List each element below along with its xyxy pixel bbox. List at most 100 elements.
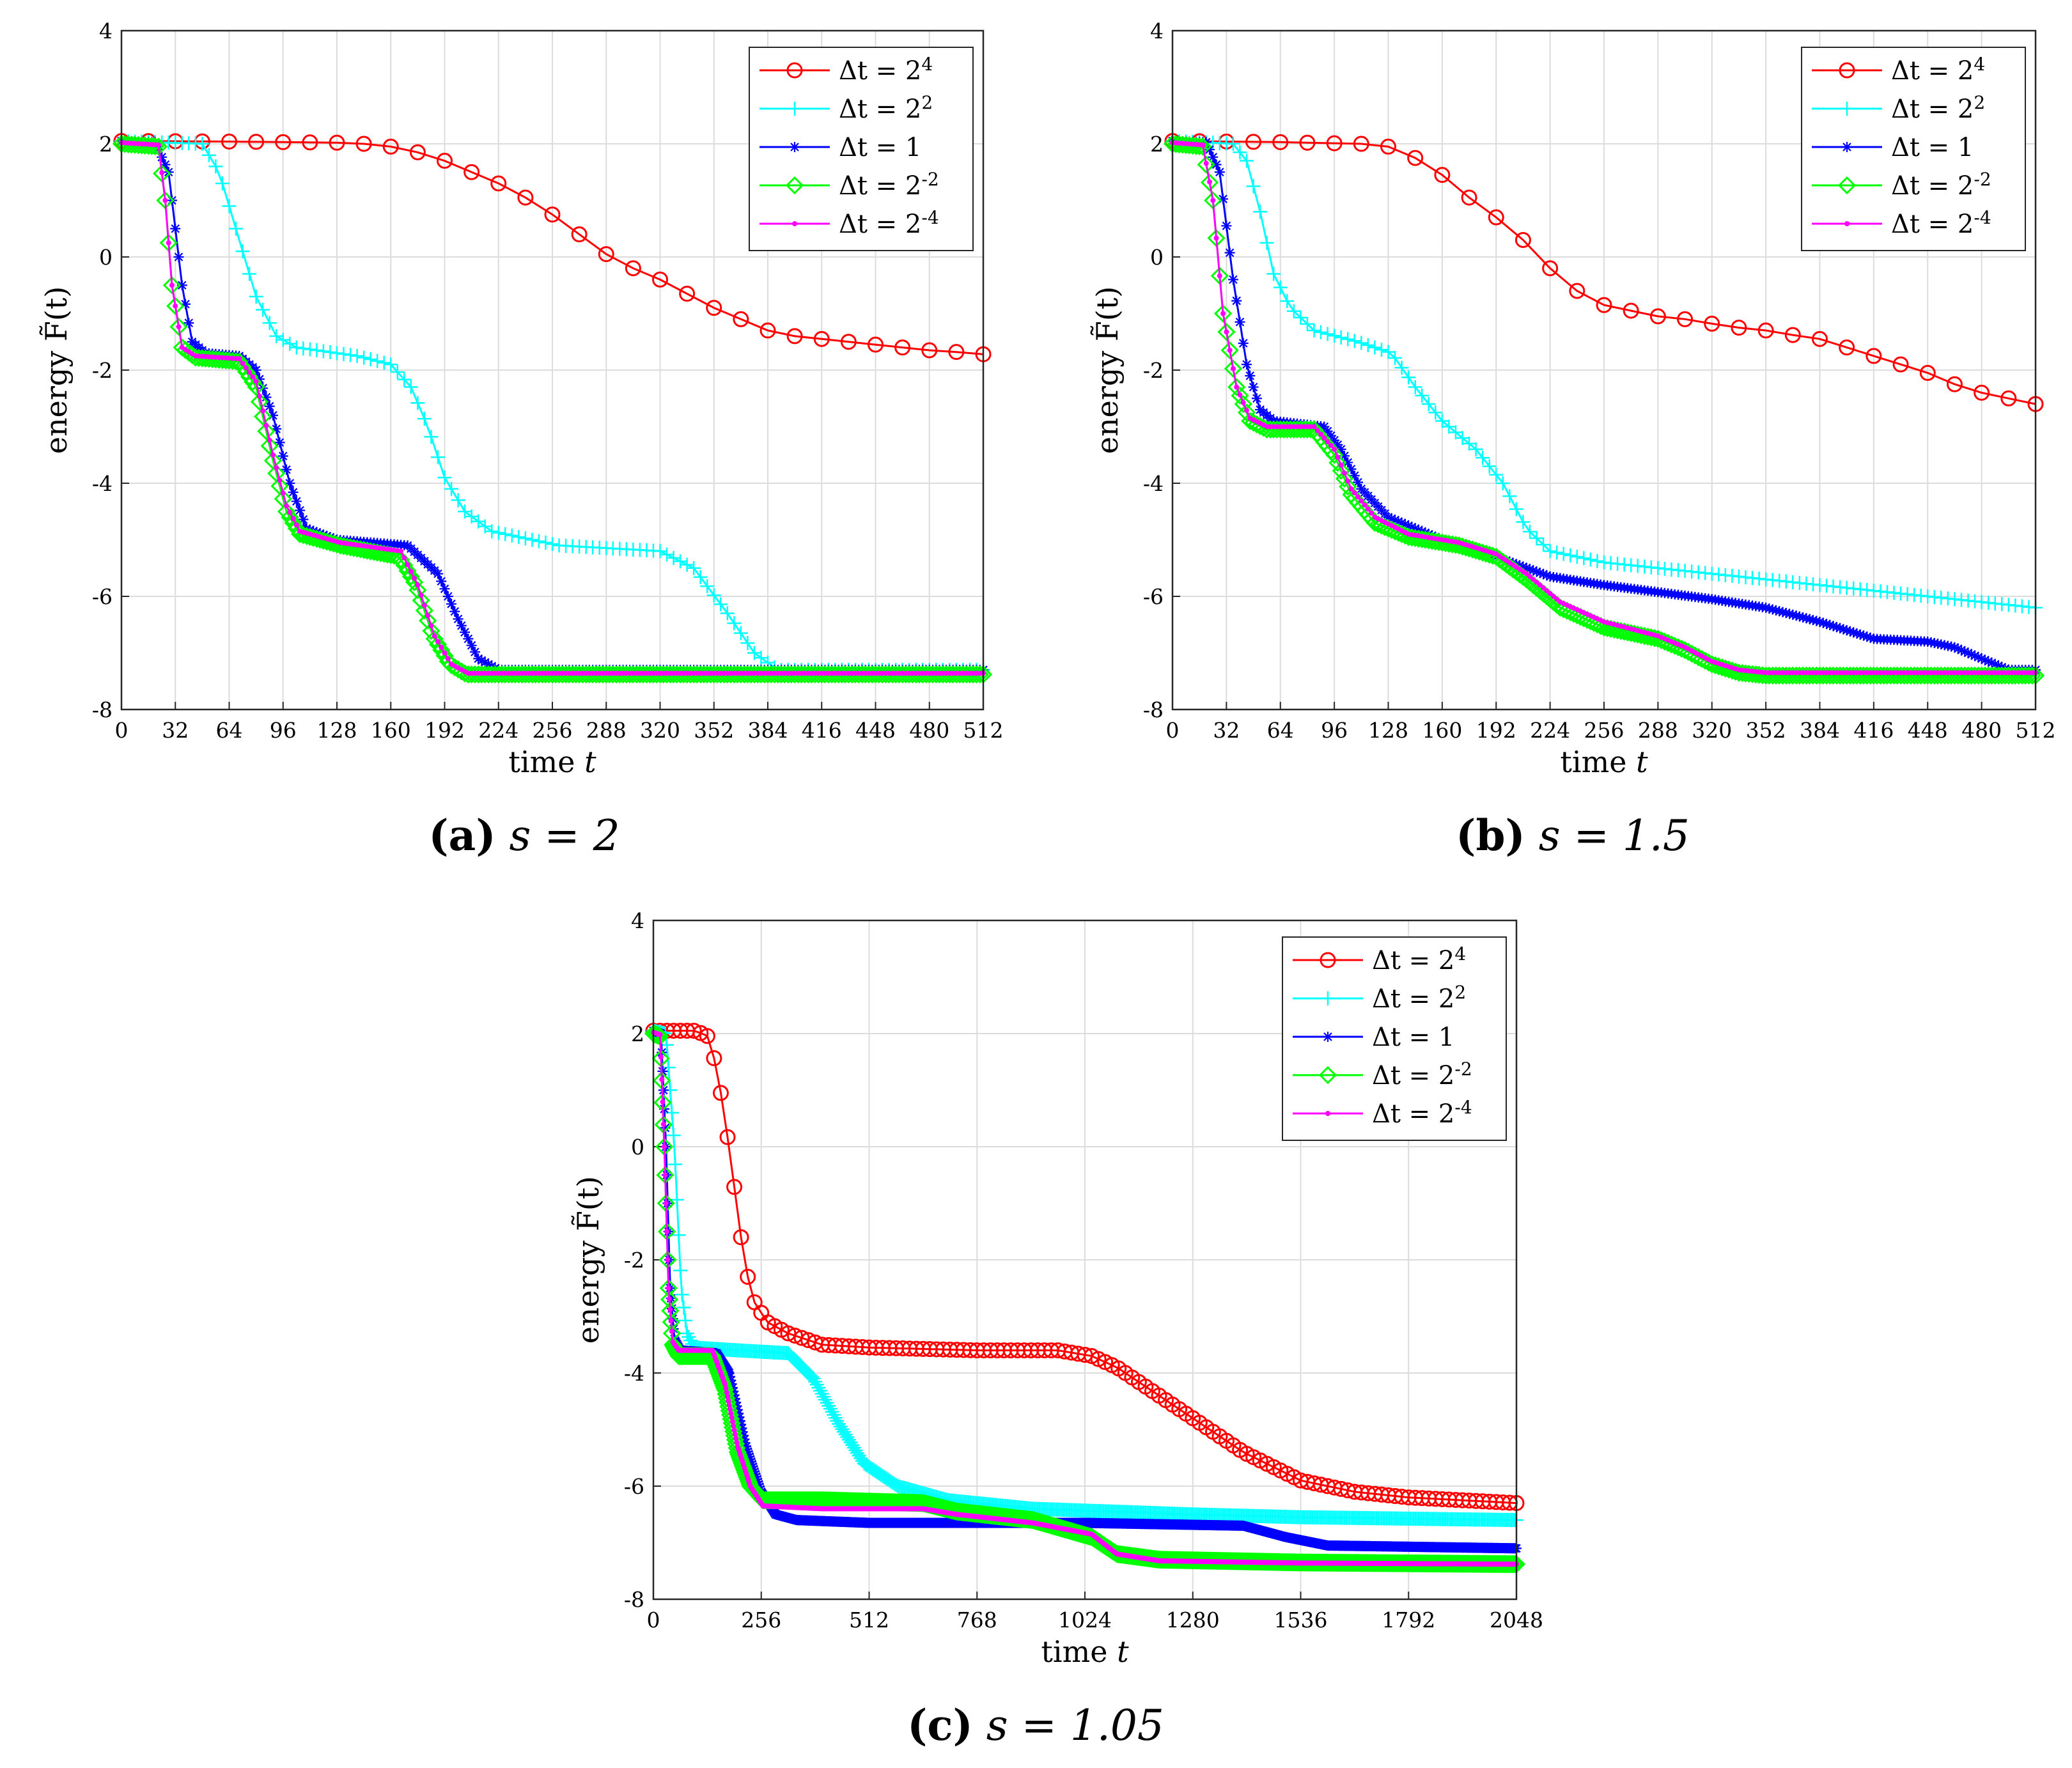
data-point <box>1245 370 1256 381</box>
x-axis-label: time t <box>1560 745 1648 779</box>
y-tick-label: -2 <box>624 1248 644 1273</box>
data-point <box>751 1471 761 1482</box>
data-point <box>415 582 421 588</box>
data-point <box>1341 332 1355 346</box>
data-point <box>706 300 722 316</box>
data-point <box>284 503 290 509</box>
data-point <box>1848 627 1859 638</box>
data-point <box>660 547 674 562</box>
data-point <box>1231 295 1242 306</box>
data-point <box>668 1157 683 1172</box>
data-point <box>250 392 269 411</box>
y-tick-label: 2 <box>1150 132 1164 157</box>
data-point <box>1791 610 1802 621</box>
data-point <box>706 1050 722 1066</box>
legend-label: Δt = 22 <box>839 92 933 124</box>
data-point <box>442 591 453 601</box>
data-point <box>1428 405 1443 420</box>
data-point <box>262 316 277 330</box>
legend-label: Δt = 22 <box>1891 92 1985 124</box>
data-point <box>840 334 857 350</box>
data-point <box>679 286 696 302</box>
data-point <box>1455 431 1470 446</box>
data-point <box>1320 327 1335 341</box>
data-point <box>1952 643 1963 654</box>
data-point <box>525 532 540 547</box>
data-point <box>1234 394 1252 414</box>
data-point <box>1307 323 1321 338</box>
data-point <box>658 1054 664 1060</box>
data-point <box>403 380 418 394</box>
data-point <box>1353 477 1364 488</box>
data-point <box>1360 338 1375 353</box>
data-point <box>384 357 398 372</box>
data-point <box>1213 304 1233 323</box>
x-tick-label: 224 <box>1530 718 1570 743</box>
data-point <box>405 573 424 591</box>
data-point <box>1543 544 1557 559</box>
data-point <box>291 496 302 507</box>
data-point <box>1221 221 1232 231</box>
data-point <box>269 329 284 343</box>
data-point <box>1482 459 1497 474</box>
data-point <box>1341 470 1347 476</box>
data-point <box>1326 135 1343 151</box>
data-point <box>722 1381 728 1387</box>
data-point <box>667 1296 673 1302</box>
data-point <box>1502 489 1517 504</box>
x-tick-label: 1792 <box>1382 1608 1435 1632</box>
x-tick-label: 160 <box>1422 718 1462 743</box>
grid <box>121 30 984 710</box>
legend-entry: Δt = 22 <box>759 92 933 124</box>
data-point <box>1220 311 1226 316</box>
data-point <box>668 1317 674 1323</box>
panel-caption: (b) s = 1.5 <box>1456 810 1690 860</box>
data-point <box>215 176 230 190</box>
series-line <box>1172 140 2036 405</box>
data-point <box>1233 145 1247 160</box>
legend-label: Δt = 1 <box>1891 133 1974 162</box>
data-point <box>439 644 444 650</box>
data-point <box>408 569 414 575</box>
data-point <box>1314 428 1320 433</box>
data-point <box>733 626 748 640</box>
data-point <box>323 345 338 359</box>
data-point <box>1214 167 1225 178</box>
x-tick-label: 512 <box>849 1608 889 1632</box>
data-point <box>1764 603 1775 614</box>
data-point <box>1468 442 1483 456</box>
data-point <box>235 244 250 259</box>
data-point <box>1677 311 1694 327</box>
data-point <box>571 226 588 243</box>
data-point <box>377 355 391 370</box>
data-point <box>729 1415 735 1420</box>
data-point <box>1973 652 1984 663</box>
data-point <box>1963 647 1974 658</box>
data-point <box>1784 327 1801 343</box>
data-point <box>1401 370 1416 385</box>
data-point <box>733 1436 739 1441</box>
data-point <box>660 1121 666 1127</box>
data-point <box>1784 609 1795 619</box>
data-point <box>1974 384 1990 401</box>
data-point <box>463 633 474 644</box>
data-point <box>430 450 445 465</box>
data-point <box>1408 380 1422 394</box>
x-tick-label: 1024 <box>1058 1608 1112 1632</box>
data-point <box>169 318 188 336</box>
data-point <box>1489 467 1504 482</box>
data-point <box>1522 524 1537 539</box>
data-point <box>401 555 407 561</box>
series-4 <box>651 1030 1519 1567</box>
data-point <box>1757 322 1774 339</box>
y-tick-label: -4 <box>624 1361 644 1386</box>
data-point <box>1266 267 1281 281</box>
data-point <box>1210 198 1216 203</box>
data-point <box>1434 167 1451 183</box>
data-point <box>221 133 237 150</box>
data-point <box>545 537 559 552</box>
data-point <box>1218 194 1229 205</box>
data-point <box>256 302 270 317</box>
legend-label: Δt = 2-4 <box>839 207 939 239</box>
legend-label: Δt = 1 <box>839 133 921 162</box>
